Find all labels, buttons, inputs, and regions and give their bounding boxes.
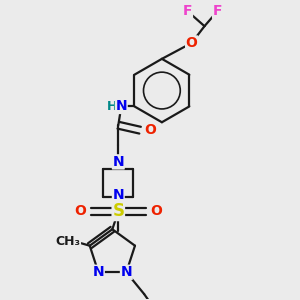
Text: H: H xyxy=(107,100,118,113)
Text: F: F xyxy=(183,4,192,18)
Text: N: N xyxy=(112,155,124,169)
Text: O: O xyxy=(150,204,162,218)
Text: S: S xyxy=(112,202,124,220)
Text: O: O xyxy=(186,36,197,50)
Text: N: N xyxy=(121,265,132,279)
Text: N: N xyxy=(116,99,127,113)
Text: F: F xyxy=(213,4,222,18)
Text: N: N xyxy=(112,188,124,202)
Text: O: O xyxy=(75,204,87,218)
Text: N: N xyxy=(93,265,104,279)
Text: O: O xyxy=(144,123,156,137)
Text: CH₃: CH₃ xyxy=(56,235,80,248)
